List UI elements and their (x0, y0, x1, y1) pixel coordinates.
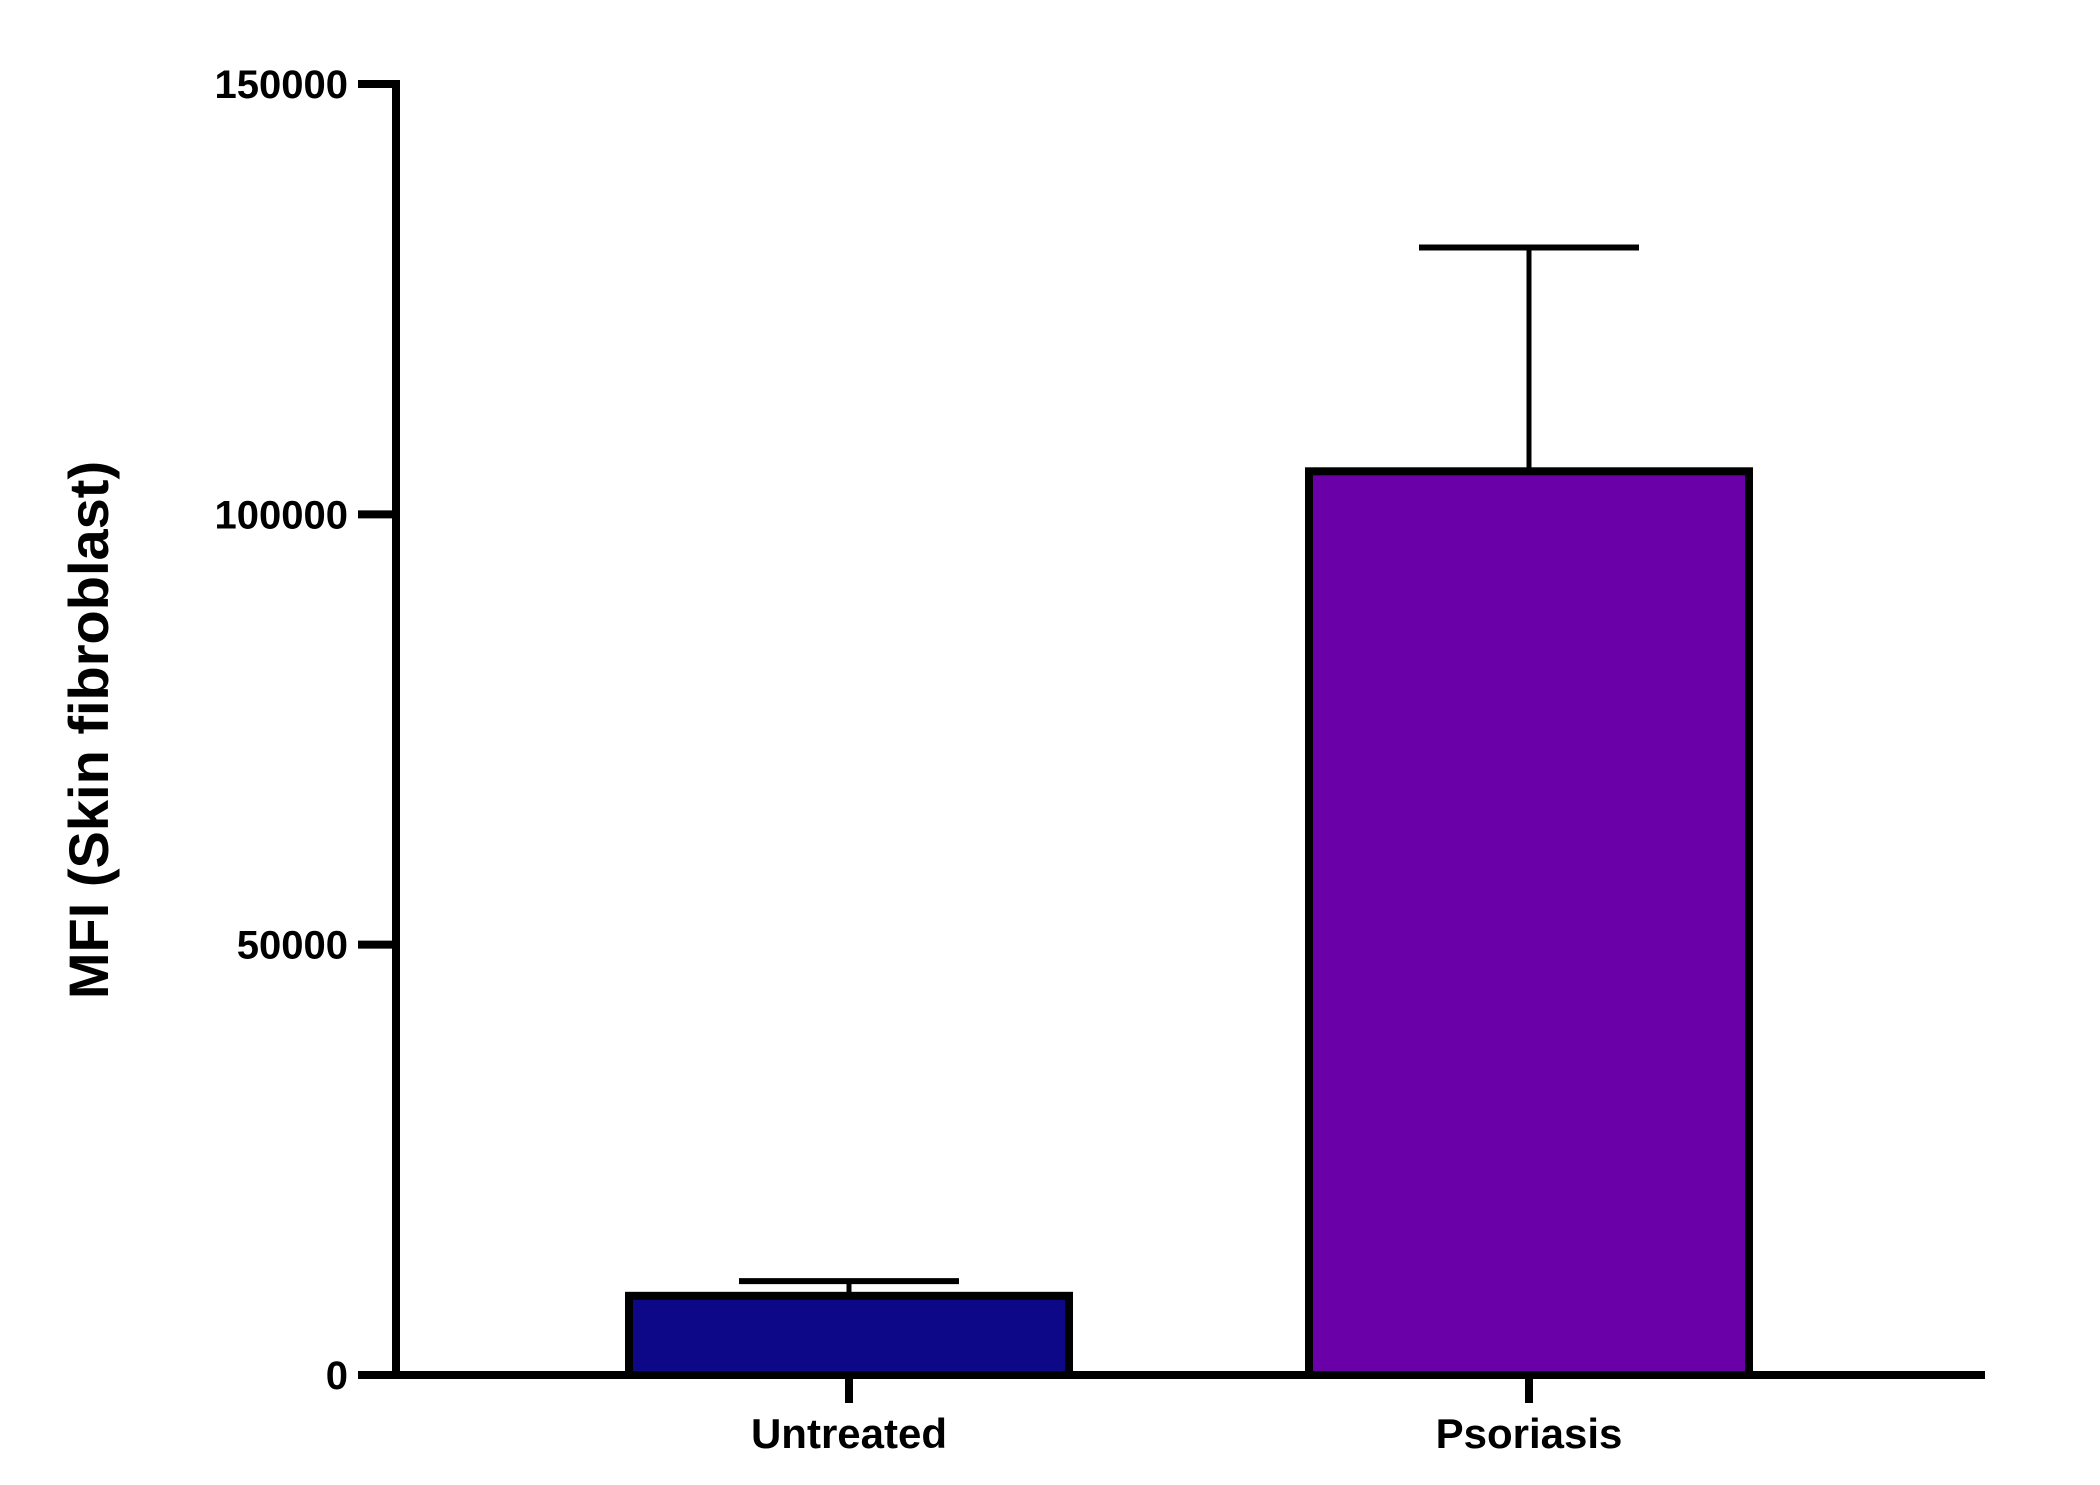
bar-psoriasis (1305, 467, 1753, 1379)
x-tick-label: Untreated (751, 1410, 947, 1457)
y-tick-label: 0 (326, 1354, 348, 1398)
y-axis-label: MFI (Skin fibroblast) (57, 461, 120, 999)
y-tick-label: 50000 (237, 924, 348, 968)
y-tick-label: 150000 (215, 63, 348, 107)
bar-untreated (625, 1291, 1073, 1380)
x-tick-label: Psoriasis (1436, 1410, 1623, 1457)
y-tick-label: 100000 (215, 493, 348, 537)
